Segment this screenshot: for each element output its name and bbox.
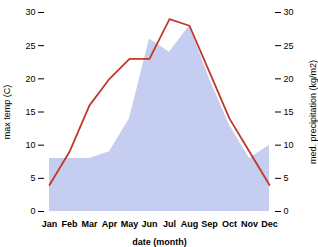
svg-text:5: 5 [30, 173, 35, 183]
svg-text:20: 20 [284, 74, 294, 84]
svg-text:10: 10 [25, 140, 35, 150]
svg-text:Feb: Feb [61, 219, 78, 229]
svg-text:15: 15 [25, 107, 35, 117]
svg-text:med. precipitation (kg/m2): med. precipitation (kg/m2) [308, 60, 318, 164]
svg-text:Apr: Apr [102, 219, 118, 229]
svg-text:Sep: Sep [201, 219, 218, 229]
svg-text:date (month): date (month) [132, 237, 187, 247]
svg-text:10: 10 [284, 140, 294, 150]
svg-text:Nov: Nov [241, 219, 258, 229]
svg-text:May: May [121, 219, 139, 229]
svg-text:Jul: Jul [163, 219, 176, 229]
svg-text:5: 5 [284, 173, 289, 183]
svg-text:25: 25 [25, 41, 35, 51]
svg-text:Oct: Oct [222, 219, 237, 229]
svg-text:30: 30 [284, 7, 294, 17]
svg-text:25: 25 [284, 41, 294, 51]
svg-text:20: 20 [25, 74, 35, 84]
svg-text:Aug: Aug [181, 219, 199, 229]
svg-text:15: 15 [284, 107, 294, 117]
svg-text:Dec: Dec [261, 219, 278, 229]
svg-text:Jan: Jan [42, 219, 58, 229]
svg-text:30: 30 [25, 7, 35, 17]
svg-text:Mar: Mar [81, 219, 98, 229]
svg-text:0: 0 [284, 206, 289, 216]
svg-text:0: 0 [30, 206, 35, 216]
svg-text:max temp (C): max temp (C) [2, 85, 12, 140]
svg-text:Jun: Jun [141, 219, 157, 229]
